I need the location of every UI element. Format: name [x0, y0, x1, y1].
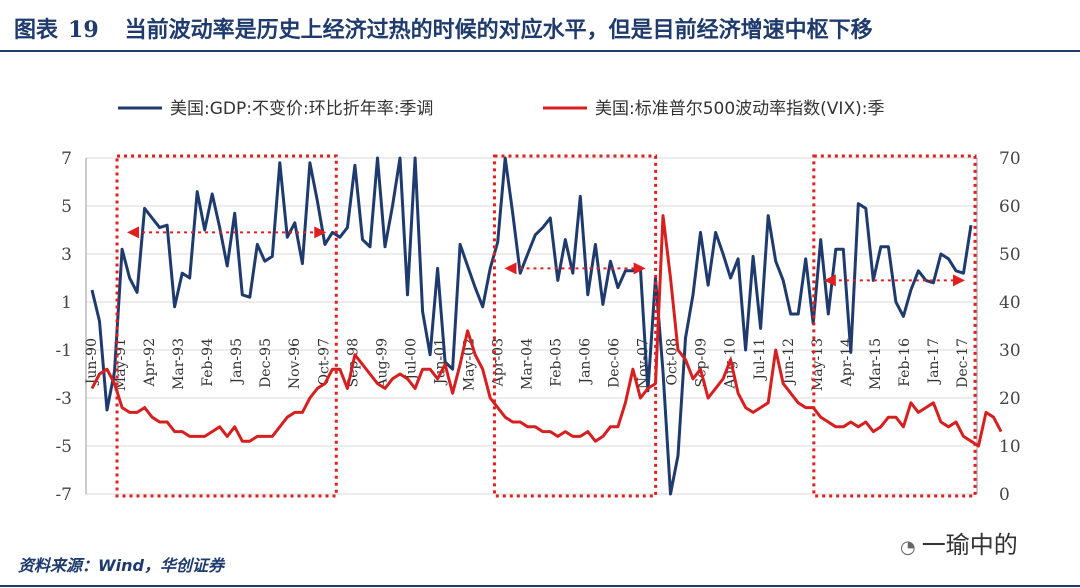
x-tick-label: Mar-93 — [171, 338, 187, 390]
x-tick-label: Jul-11 — [752, 338, 768, 382]
left-axis-tick-label: 1 — [61, 293, 72, 313]
x-tick-label: Dec-17 — [955, 338, 971, 388]
source-note: 资料来源：Wind，华创证券 — [18, 556, 224, 575]
bottom-divider — [0, 585, 1080, 587]
arrow-head-left — [504, 262, 517, 275]
x-tick-label: Jun-12 — [781, 338, 797, 386]
highlight-box — [492, 154, 658, 498]
gdp-series-line — [90, 156, 973, 496]
right-axis-tick-label: 40 — [999, 293, 1021, 313]
x-tick-label: May-13 — [810, 338, 826, 391]
right-axis-tick-label: 20 — [999, 389, 1021, 409]
arrow-head-left — [127, 226, 140, 239]
watermark: ◔ 一瑜中的 — [900, 525, 1018, 560]
left-axis-tick-label: -5 — [55, 437, 72, 457]
left-axis-tick-label: 3 — [61, 245, 72, 265]
x-tick-label: Feb-16 — [897, 338, 913, 387]
title-divider — [0, 50, 1080, 52]
x-tick-label: Dec-06 — [607, 338, 623, 388]
x-tick-label: Sep-09 — [694, 338, 710, 387]
x-tick-label: Mar-15 — [868, 338, 884, 390]
vix-series-line — [90, 214, 1003, 448]
figure-title: 图表 19 当前波动率是历史上经济过热的时候的对应水平，但是目前经济增速中枢下移 — [14, 12, 873, 44]
legend-label-gdp: 美国:GDP:不变价:环比折年率:季调 — [170, 99, 433, 119]
figure-title-text: 当前波动率是历史上经济过热的时候的对应水平，但是目前经济增速中枢下移 — [124, 17, 873, 43]
x-tick-label: Jan-06 — [578, 338, 594, 386]
highlight-box — [812, 154, 977, 498]
x-tick-label: Feb-05 — [549, 338, 565, 387]
left-axis-tick-label: 7 — [61, 149, 72, 169]
arrow-head-right — [633, 262, 646, 275]
right-axis-tick-label: 30 — [999, 341, 1021, 361]
right-axis-tick-label: 70 — [999, 149, 1021, 169]
legend-label-vix: 美国:标准普尔500波动率指数(VIX):季 — [595, 99, 884, 119]
left-axis-tick-label: -1 — [55, 341, 72, 361]
left-axis-tick-label: -3 — [55, 389, 72, 409]
x-tick-label: Aug-99 — [374, 338, 390, 390]
figure-label: 图表 — [14, 17, 59, 43]
x-tick-label: Jan-17 — [926, 338, 942, 386]
x-tick-label: Apr-92 — [142, 338, 158, 387]
right-axis-tick-label: 60 — [999, 197, 1021, 217]
left-axis-tick-label: -7 — [55, 485, 72, 505]
arrow-head-right — [953, 274, 965, 287]
right-axis-tick-label: 10 — [999, 437, 1021, 457]
x-tick-label: Jul-00 — [403, 338, 419, 382]
left-axis-tick-label: 5 — [61, 197, 72, 217]
wechat-icon: ◔ — [900, 537, 916, 558]
x-tick-label: Oct-97 — [316, 338, 332, 386]
highlight-box — [115, 154, 338, 498]
right-axis-tick-label: 0 — [999, 485, 1010, 505]
x-tick-label: Dec-95 — [258, 338, 274, 388]
x-tick-label: Mar-04 — [520, 338, 536, 390]
arrow-head-right — [314, 226, 327, 239]
arrow-head-left — [823, 274, 836, 287]
figure-number: 19 — [68, 17, 99, 43]
right-axis-tick-label: 50 — [999, 245, 1021, 265]
x-tick-label: Nov-96 — [287, 338, 303, 389]
x-tick-label: Jan-95 — [229, 338, 245, 386]
x-tick-label: Jun-90 — [84, 338, 100, 386]
x-tick-label: Apr-03 — [490, 338, 506, 387]
watermark-text: 一瑜中的 — [921, 531, 1018, 559]
x-tick-label: Feb-94 — [200, 338, 216, 387]
